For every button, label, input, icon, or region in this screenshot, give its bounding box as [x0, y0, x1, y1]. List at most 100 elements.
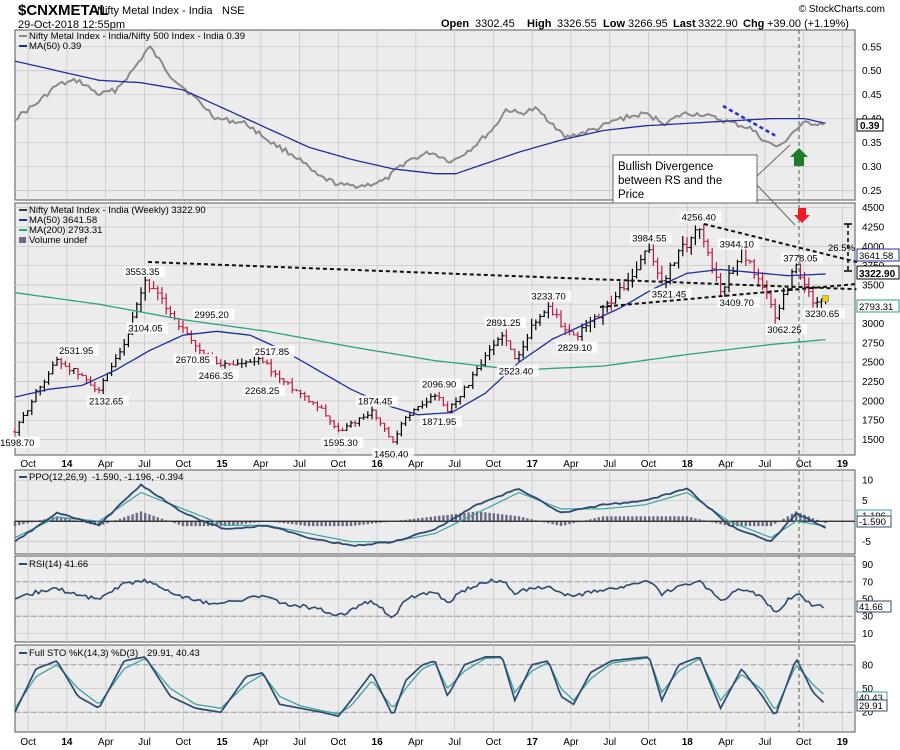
price-label: 2829.10	[558, 343, 592, 354]
x-axis-label-bottom: Oct	[20, 737, 36, 748]
sto-tag-2: 29.91	[859, 701, 883, 712]
ppo-legend-values: -1.590, -1.196, -0.394	[92, 472, 183, 483]
x-axis-label-bottom: Oct	[331, 737, 347, 748]
sto-tag-1: 40.43	[859, 693, 883, 704]
low-label: Low	[603, 18, 625, 30]
price-y-tick-label: 4500	[862, 203, 885, 214]
price-y-tick-label: 2000	[862, 396, 885, 407]
x-axis-label-bottom: Jul	[758, 737, 771, 748]
rsi-legend-text: RSI(14) 41.66	[29, 559, 88, 570]
price-label-bg	[717, 238, 760, 250]
x-axis-label-bottom: Apr	[563, 737, 579, 748]
sto-y-tick-label: 80	[862, 660, 874, 671]
price-legend-2: MA(50) 3641.58	[29, 215, 97, 226]
rs-legend-2: MA(50) 0.39	[29, 41, 81, 52]
price-label: 3230.65	[805, 309, 839, 320]
annotation-line-3: Price	[618, 189, 644, 201]
price-label-bg	[765, 323, 807, 335]
price-label-bg	[192, 308, 235, 320]
price-y-tick-label: 2250	[862, 377, 885, 388]
x-axis-label: Oct	[641, 459, 657, 470]
sto-legend: Full STO %K(14,3) %D(3) 29.91, 40.43	[19, 648, 200, 659]
price-label: 2517.85	[255, 347, 289, 358]
x-axis-label: Apr	[563, 459, 579, 470]
last-price-tag: 3322.90	[856, 265, 900, 280]
red-down-arrow	[794, 208, 810, 223]
high-value: 3326.55	[557, 18, 597, 30]
price-label: 4256.40	[682, 212, 716, 223]
x-axis-label: 17	[527, 459, 539, 470]
last-bar-marker	[822, 295, 829, 302]
sto-k-line	[14, 656, 825, 718]
price-ma50-line	[14, 268, 826, 416]
price-y-tick-label: 3500	[862, 280, 885, 291]
rs-y-tick-label: 0.35	[862, 138, 882, 149]
price-label-bg	[196, 369, 239, 381]
sto-tags: 40.43 29.91	[856, 691, 888, 712]
price-label: 3233.70	[531, 292, 565, 303]
rsi-y-tick-label: 90	[862, 560, 874, 571]
rsi-y-tick-label: 30	[862, 612, 874, 623]
rsi-tag-text: 41.66	[859, 602, 883, 613]
mark-layer: 1598.70 2531.95 2132.65 3553.35 3104.05 2995.…	[0, 45, 855, 718]
exchange: NSE	[222, 5, 245, 17]
price-label: 2523.40	[499, 366, 533, 377]
price-label: 1598.70	[0, 438, 34, 449]
rising-support-line	[599, 283, 858, 308]
price-label-bg	[555, 341, 598, 353]
falling-resistance-line	[703, 223, 858, 263]
chg-label: Chg	[743, 18, 764, 30]
low-value: 3266.95	[628, 18, 668, 30]
ppo-y-tick-label: -5	[862, 537, 871, 548]
rs-y-tick-label: 0.45	[862, 90, 882, 101]
x-axis-label-bottom: 17	[527, 737, 539, 748]
price-y-tick-label: 1750	[862, 416, 885, 427]
price-legend-4: Volume undef	[29, 235, 87, 246]
price-label: 1595.30	[323, 438, 357, 449]
price-label-bg	[484, 316, 526, 328]
price-label: 2466.35	[199, 371, 233, 382]
price-legend-1: Nifty Metal Index - India (Weekly) 3322.…	[29, 205, 206, 216]
price-label: 1450.40	[374, 449, 408, 460]
price-y-tick-label: 2750	[862, 338, 885, 349]
rs-y-tick-label: 0.25	[862, 186, 882, 197]
annotation-line-1: Bullish Divergence	[618, 161, 713, 173]
x-axis-label-bottom: Apr	[98, 737, 114, 748]
ppo-tags: -1.196 -1.590	[856, 509, 892, 528]
price-label: 3104.05	[128, 324, 162, 335]
x-axis-label: 16	[372, 459, 384, 470]
price-label-bg	[496, 365, 539, 377]
x-axis-label-bottom: Jul	[448, 737, 461, 748]
price-label-bg	[372, 448, 414, 460]
rs-ma50-line	[14, 60, 826, 175]
price-y-tick-label: 4250	[862, 222, 885, 233]
sto-legend-label: Full STO %K(14,3) %D(3)	[29, 648, 138, 659]
x-axis-label: Apr	[253, 459, 269, 470]
open-value: 3302.45	[475, 18, 515, 30]
rsi-line	[14, 578, 825, 619]
x-axis-label-bottom: 14	[61, 737, 73, 748]
rsi-y-tick-label: 70	[862, 577, 874, 588]
price-label: 1871.95	[422, 417, 456, 428]
last-price-tag-text: 3322.90	[859, 269, 896, 280]
x-axis-label-bottom: Oct	[175, 737, 191, 748]
x-axis-label-bottom: Oct	[796, 737, 812, 748]
rsi-y-tick-label: 50	[862, 595, 874, 606]
x-axis-label-bottom: Oct	[641, 737, 657, 748]
x-axis-label: Oct	[20, 459, 36, 470]
price-ma200-line	[14, 292, 826, 371]
rs-legend: Nifty Metal Index - India/Nifty 500 Inde…	[19, 31, 245, 52]
price-label: 3521.45	[652, 289, 686, 300]
price-label-bg	[173, 354, 216, 366]
ma50-tag-text: 3641.58	[859, 251, 893, 262]
price-label-bg	[243, 385, 285, 397]
last-label: Last	[673, 18, 696, 30]
price-label-bg	[420, 378, 462, 390]
rsi-tag: 41.66	[856, 600, 892, 613]
price-label-bg	[87, 395, 129, 407]
x-axis-label: Apr	[408, 459, 424, 470]
ppo-y-tick-label: 5	[862, 496, 868, 507]
green-up-arrow	[790, 148, 808, 166]
price-y-tick-label: 3000	[862, 319, 885, 330]
rs-y-tick-label: 0.50	[862, 66, 882, 77]
